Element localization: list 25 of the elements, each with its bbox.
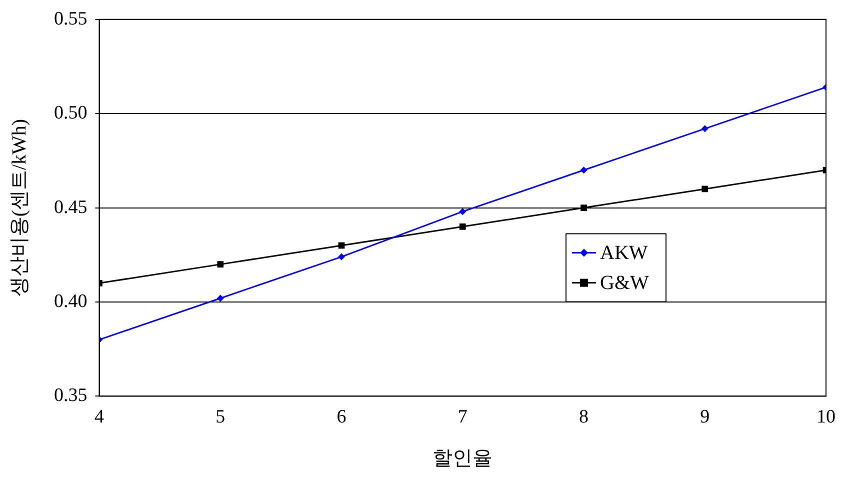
x-tick-label: 10 (816, 406, 836, 428)
point (580, 204, 587, 211)
x-tick-label: 8 (579, 406, 588, 428)
point (217, 261, 224, 268)
legend-label: G&W (600, 272, 649, 294)
point (216, 294, 224, 302)
legend-label: AKW (600, 242, 648, 264)
point (459, 223, 466, 230)
x-axis-title: 할인율 (432, 447, 493, 470)
x-tick-label: 9 (700, 406, 710, 428)
y-axis-title: 생산비용(센트/kWh) (8, 118, 30, 297)
y-tick-label: 0.55 (54, 8, 88, 30)
point (702, 186, 708, 192)
x-tick-label: 5 (216, 406, 226, 428)
point (338, 253, 345, 260)
x-tick-label: 7 (458, 406, 468, 428)
y-tick-label: 0.45 (54, 196, 88, 218)
x-tick-label: 4 (94, 406, 104, 428)
y-tick-label: 0.50 (54, 102, 88, 124)
point (580, 166, 588, 174)
x-tick-label: 6 (336, 406, 346, 428)
point (459, 208, 466, 216)
y-tick-label: 0.35 (54, 385, 88, 406)
y-tick-label: 0.40 (54, 290, 88, 312)
point (701, 125, 708, 132)
